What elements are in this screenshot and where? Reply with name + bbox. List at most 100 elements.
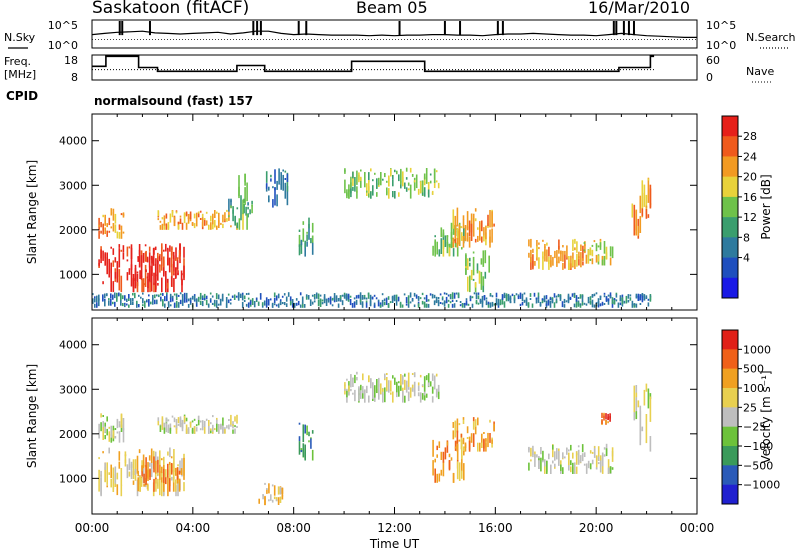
power-echo-mark (149, 282, 151, 293)
power-echo-mark (120, 225, 123, 239)
power-echo-mark (544, 246, 546, 262)
power-echo-mark (173, 293, 176, 296)
velocity-echo-mark (585, 463, 588, 474)
power-echo-mark (489, 302, 492, 308)
velocity-echo-mark (566, 447, 568, 455)
power-echo-mark (189, 297, 192, 304)
power-echo-mark (589, 296, 592, 301)
power-echo-mark (556, 261, 558, 267)
power-echo-mark (273, 303, 276, 306)
velocity-echo-mark (175, 419, 178, 429)
velocity-echo-mark (271, 499, 274, 503)
power-echo-mark (175, 211, 178, 214)
power-echo-mark (306, 241, 308, 247)
power-echo-mark (433, 181, 436, 188)
power-echo-mark (293, 303, 296, 308)
power-echo-mark (363, 297, 366, 300)
power-echo-mark (174, 258, 177, 261)
power-echo-mark (645, 297, 648, 299)
velocity-echo-mark (161, 416, 164, 423)
power-echo-mark (153, 272, 155, 286)
power-echo-mark (136, 303, 138, 306)
power-echo-mark (450, 242, 453, 248)
power-echo-mark (348, 189, 350, 199)
velocity-echo-mark (417, 385, 420, 392)
power-echo-mark (152, 299, 154, 305)
velocity-echo-region (432, 439, 465, 483)
velocity-echo-mark (460, 433, 463, 438)
velocity-echo-mark (114, 428, 117, 430)
velocity-echo-mark (352, 392, 354, 395)
power-echo-mark (171, 295, 174, 299)
power-echo-mark (112, 248, 115, 255)
velocity-echo-mark (159, 471, 161, 473)
power-echo-mark (361, 303, 364, 308)
velocity-echo-mark (542, 460, 544, 463)
velocity-echo-mark (161, 466, 163, 474)
power-echo-mark (356, 186, 358, 199)
power-echo-mark (349, 295, 352, 298)
power-echo-mark (112, 208, 115, 221)
power-echo-mark (325, 298, 328, 306)
power-echo-mark (128, 268, 131, 275)
power-echo-mark (281, 302, 284, 305)
velocity-echo-mark (214, 428, 216, 431)
power-echo-mark (468, 236, 471, 248)
power-echo-mark (481, 295, 484, 304)
power-echo-mark (541, 299, 544, 304)
power-echo-mark (321, 299, 324, 302)
power-echo-mark (177, 272, 179, 275)
velocity-echo-mark (568, 452, 570, 466)
power-echo-mark (203, 293, 206, 301)
velocity-echo-mark (273, 496, 276, 500)
power-echo-mark (339, 295, 342, 300)
power-echo-mark (436, 241, 438, 255)
power-echo-mark (373, 294, 376, 297)
power-echo-mark (242, 212, 244, 230)
power-echo-mark (221, 299, 224, 302)
power-echo-mark (482, 276, 485, 286)
velocity-echo-mark (264, 482, 266, 485)
velocity-echo-mark (601, 452, 604, 461)
velocity-echo-region (258, 482, 284, 506)
power-echo-mark (110, 268, 112, 292)
power-echo-mark (110, 208, 113, 216)
power-echo-mark (603, 292, 606, 295)
power-echo-mark (277, 293, 280, 299)
power-echo-mark (615, 299, 618, 302)
power-echo-mark (573, 292, 576, 295)
velocity-echo-mark (423, 395, 426, 401)
velocity-echo-mark (148, 455, 151, 461)
power-echo-mark (181, 301, 184, 306)
power-echo-mark (425, 304, 428, 308)
power-echo-mark (481, 220, 483, 232)
velocity-echo-mark (462, 419, 465, 424)
power-echo-mark (558, 256, 560, 264)
velocity-echo-mark (116, 431, 119, 434)
velocity-echo-mark (597, 456, 600, 461)
power-echo-mark (174, 267, 177, 279)
series-freq-line (92, 55, 655, 73)
power-echo-mark (98, 299, 100, 307)
velocity-echo-mark (419, 374, 422, 378)
velocity-echo-mark (411, 387, 414, 392)
power-echo-mark (216, 225, 218, 230)
power-echo-mark (257, 301, 260, 304)
power-echo-mark (570, 255, 572, 269)
power-echo-mark (228, 211, 230, 216)
power-echo-mark (379, 304, 382, 308)
power-echo-mark (448, 247, 451, 257)
power-echo-mark (631, 303, 634, 308)
power-echo-mark (619, 302, 622, 306)
power-echo-mark (181, 294, 184, 298)
power-echo-mark (398, 192, 400, 197)
velocity-echo-mark (413, 387, 416, 393)
power-echo-mark (423, 302, 426, 305)
velocity-echo-mark (128, 458, 131, 471)
power-echo-mark (243, 204, 245, 214)
power-echo-mark (122, 252, 125, 260)
power-echo-mark (549, 297, 552, 300)
power-echo-mark (176, 260, 179, 270)
velocity-echo-mark (273, 485, 276, 496)
power-echo-mark (599, 295, 602, 300)
